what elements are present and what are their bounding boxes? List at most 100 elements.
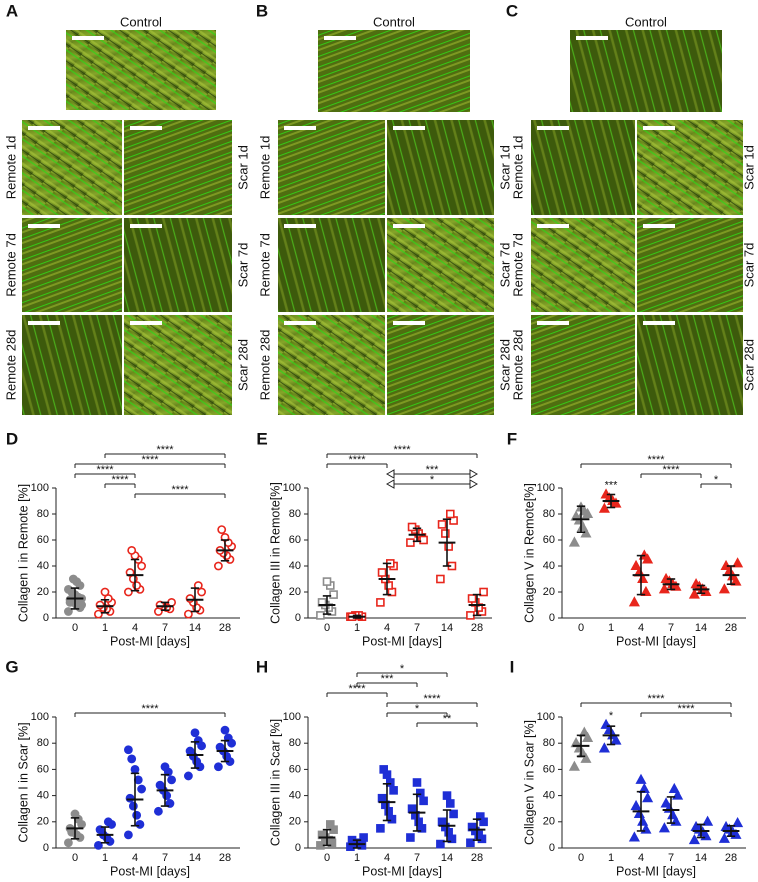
panel-letter: E: [256, 429, 267, 448]
panel-letter: I: [510, 657, 515, 676]
y-axis-label: Collagen V in Remote[%]: [522, 483, 536, 623]
row-label: Remote 7d: [3, 233, 18, 297]
row-label: Scar 7d: [235, 243, 250, 288]
significance: **: [443, 713, 452, 725]
scale-bar: [643, 224, 675, 228]
data-point: [167, 775, 176, 785]
data-point: [160, 762, 170, 772]
data-point: [436, 574, 445, 584]
x-tick-label: 14: [189, 852, 201, 864]
panel-letter: A: [6, 1, 18, 20]
data-point: [444, 542, 453, 551]
micrograph: [531, 315, 635, 415]
micrograph: [637, 120, 743, 215]
scale-bar: [643, 321, 675, 325]
x-tick-label: 28: [725, 622, 737, 634]
data-point: [628, 596, 640, 607]
row-label: Scar 28d: [497, 339, 512, 391]
x-axis-label: Post-MI [days]: [616, 864, 696, 878]
micrograph: [124, 218, 232, 312]
y-tick-label: 0: [295, 612, 301, 624]
data-point: [406, 833, 415, 842]
data-point: [475, 812, 485, 821]
y-axis-label: Collagen III in Scar [%]: [268, 719, 282, 846]
y-tick-label: 80: [543, 737, 555, 749]
x-tick-label: 4: [384, 852, 390, 864]
y-tick-label: 0: [43, 612, 49, 624]
data-point: [449, 809, 458, 819]
bracket-arrow: [469, 479, 479, 489]
data-point: [130, 765, 140, 774]
row-label: Scar 1d: [235, 145, 250, 190]
data-point: [359, 833, 368, 842]
micrograph: [531, 218, 635, 312]
y-tick-label: 40: [289, 560, 301, 572]
row-label: Remote 28d: [257, 330, 272, 401]
data-point: [466, 838, 475, 848]
data-point: [419, 796, 428, 806]
data-point: [325, 820, 335, 829]
data-point: [65, 598, 75, 607]
y-tick-label: 20: [543, 586, 555, 598]
significance: ****: [647, 693, 665, 705]
row-label: Scar 28d: [741, 339, 756, 391]
data-point: [329, 590, 338, 599]
data-point: [190, 728, 200, 738]
y-tick-label: 40: [37, 790, 49, 802]
significance: ***: [426, 464, 440, 476]
data-point: [376, 598, 385, 607]
data-point: [732, 557, 744, 568]
y-tick-label: 80: [37, 737, 49, 749]
micrograph: [124, 315, 232, 415]
control-label: Control: [625, 14, 667, 29]
significance: *: [400, 663, 405, 675]
y-axis-label: Collagen III in Remote[%]: [268, 482, 282, 624]
significance: ***: [605, 479, 619, 491]
data-point: [628, 831, 640, 842]
scale-bar: [130, 321, 162, 325]
x-tick-label: 1: [354, 852, 360, 864]
data-point: [610, 734, 622, 745]
scale-bar: [72, 36, 104, 40]
y-tick-label: 0: [43, 842, 49, 854]
data-point: [103, 817, 113, 827]
data-point: [718, 583, 730, 594]
panel-letter: B: [256, 1, 268, 20]
x-tick-label: 1: [608, 852, 614, 864]
y-tick-label: 40: [37, 560, 49, 572]
data-point: [100, 587, 110, 597]
data-point: [419, 535, 428, 545]
data-point: [658, 822, 670, 833]
x-axis-label: Post-MI [days]: [362, 864, 442, 878]
x-tick-label: 0: [72, 622, 78, 634]
data-point: [668, 782, 680, 794]
y-tick-label: 60: [37, 763, 49, 775]
data-point: [630, 799, 642, 811]
row-label: Remote 1d: [510, 136, 525, 200]
x-tick-label: 28: [725, 852, 737, 864]
data-point: [185, 594, 195, 603]
y-tick-label: 100: [283, 711, 301, 723]
data-point: [183, 771, 193, 781]
panel-letter: C: [506, 1, 518, 20]
data-point: [445, 509, 455, 519]
data-point: [223, 733, 233, 743]
scale-bar: [284, 321, 316, 325]
x-tick-label: 14: [441, 622, 453, 634]
x-tick-label: 14: [695, 622, 707, 634]
x-tick-label: 28: [219, 852, 231, 864]
significance: ****: [96, 464, 114, 476]
data-point: [185, 746, 195, 756]
row-label: Scar 28d: [235, 339, 250, 391]
significance: ****: [141, 703, 159, 715]
data-point: [718, 832, 730, 843]
data-point: [732, 816, 744, 828]
data-point: [672, 789, 684, 800]
y-tick-label: 20: [37, 816, 49, 828]
data-point: [94, 609, 103, 619]
panel-letter: G: [5, 657, 18, 676]
micrograph: [22, 315, 122, 415]
x-tick-label: 14: [189, 622, 201, 634]
x-tick-label: 1: [102, 622, 108, 634]
x-tick-label: 1: [354, 622, 360, 634]
